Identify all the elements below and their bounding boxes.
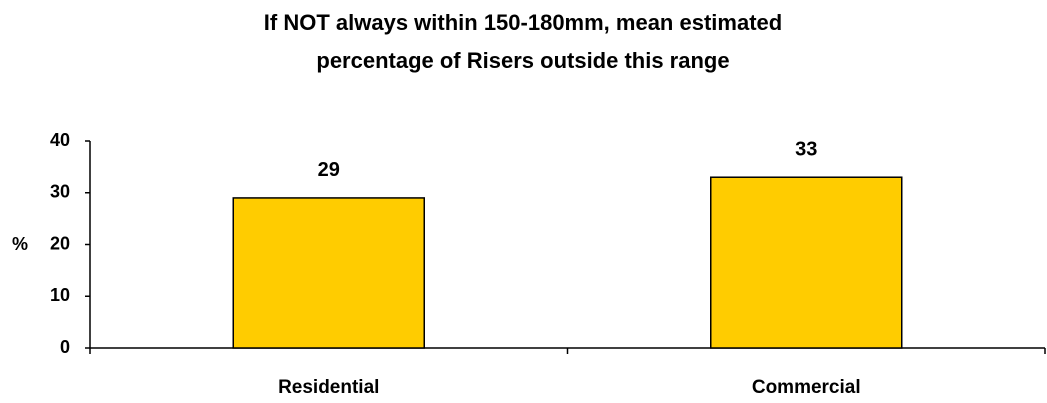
bar xyxy=(710,176,903,349)
chart-title: If NOT always within 150-180mm, mean est… xyxy=(264,10,782,35)
y-tick-label: 20 xyxy=(50,233,70,253)
y-tick-label: 40 xyxy=(50,130,70,150)
data-label: 33 xyxy=(795,139,817,161)
y-tick-label: 0 xyxy=(60,337,70,357)
y-tick-label: 10 xyxy=(50,285,70,305)
y-axis-label: % xyxy=(12,234,28,254)
y-tick-label: 30 xyxy=(50,182,70,202)
x-tick-label: Residential xyxy=(278,377,379,398)
data-label: 29 xyxy=(318,159,340,181)
chart-title: percentage of Risers outside this range xyxy=(316,48,729,73)
bar xyxy=(232,197,425,349)
x-tick-label: Commercial xyxy=(752,377,861,398)
